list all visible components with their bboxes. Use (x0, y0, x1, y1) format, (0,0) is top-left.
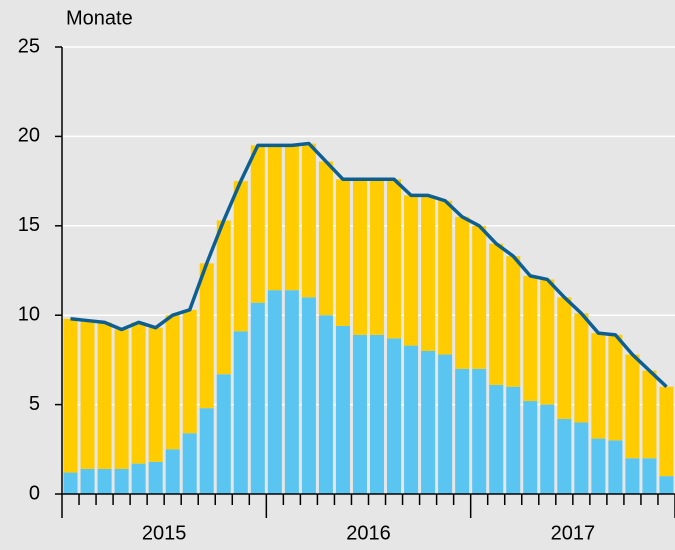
bar-segment (404, 195, 419, 346)
bar-segment (523, 401, 538, 494)
bar-segment (148, 461, 163, 494)
bar-segment (455, 368, 470, 494)
y-tick-label: 0 (29, 482, 40, 504)
bar-segment (591, 438, 606, 494)
bar-segment (438, 354, 453, 494)
bar-segment (540, 279, 555, 405)
bar-segment (199, 408, 214, 494)
bar-segment (148, 327, 163, 462)
bar-segment (438, 200, 453, 355)
bar-segment (625, 458, 640, 494)
bar-segment (335, 179, 350, 326)
bar-segment (267, 290, 282, 494)
bar-segment (335, 325, 350, 494)
bar-segment (591, 333, 606, 439)
bar-segment (318, 315, 333, 494)
bar-segment (455, 216, 470, 369)
bar-segment (267, 145, 282, 291)
bar-segment (421, 350, 436, 494)
bar-segment (557, 297, 572, 419)
bar-segment (182, 309, 197, 434)
bar-segment (387, 179, 402, 339)
bar-segment (97, 468, 112, 494)
bar-segment (250, 302, 265, 494)
x-group-label: 2015 (142, 522, 187, 544)
bar-segment (608, 440, 623, 494)
bar-segment (131, 463, 146, 494)
bar-segment (114, 329, 129, 469)
bar-segment (574, 422, 589, 494)
bar-segment (63, 472, 78, 494)
y-tick-label: 10 (18, 303, 40, 325)
y-tick-label: 25 (18, 35, 40, 57)
bar-segment (114, 468, 129, 494)
bar-segment (182, 433, 197, 494)
bar-segment (318, 161, 333, 316)
bar-segment (131, 322, 146, 464)
bar-segment (233, 331, 248, 494)
x-group-label: 2017 (551, 522, 596, 544)
bar-segment (80, 468, 95, 494)
bar-segment (80, 320, 95, 469)
bar-segment (625, 354, 640, 459)
bar-segment (284, 290, 299, 494)
bar-segment (216, 374, 231, 494)
y-tick-label: 20 (18, 125, 40, 147)
bar-segment (233, 181, 248, 332)
bar-segment (63, 318, 78, 473)
bar-segment (352, 179, 367, 335)
bar-segment (421, 195, 436, 351)
bar-segment (387, 338, 402, 494)
bar-segment (642, 370, 657, 459)
x-group-label: 2016 (346, 522, 391, 544)
bar-segment (301, 143, 316, 298)
line (70, 141, 668, 388)
bar-segment (472, 368, 487, 494)
bar-segment (165, 315, 180, 450)
bar-segment (642, 458, 657, 494)
bar-segment (489, 384, 504, 494)
bar-segment (284, 145, 299, 291)
bar-segment (557, 418, 572, 494)
bar-segment (574, 313, 589, 423)
bar-segment (250, 145, 265, 303)
bar-segment (370, 179, 385, 335)
bar-segment (540, 404, 555, 494)
bar-segment (472, 225, 487, 369)
bar-segment (97, 322, 112, 469)
bar-segment (404, 345, 419, 494)
bar-segment (659, 386, 674, 477)
bar-segment (489, 243, 504, 385)
bar-segment (301, 297, 316, 494)
bar-segment (506, 386, 521, 494)
bar-segment (165, 449, 180, 494)
bar-segment (523, 275, 538, 402)
bar-segment (352, 334, 367, 494)
bar-segment (608, 334, 623, 441)
y-tick-label: 5 (29, 393, 40, 415)
bar-segment (659, 476, 674, 494)
y-axis-label: Monate (66, 7, 133, 29)
bar-segment (199, 263, 214, 409)
bar-segment (506, 256, 521, 387)
y-tick-label: 15 (18, 214, 40, 236)
bar-segment (370, 334, 385, 494)
bar-segment (216, 220, 231, 375)
